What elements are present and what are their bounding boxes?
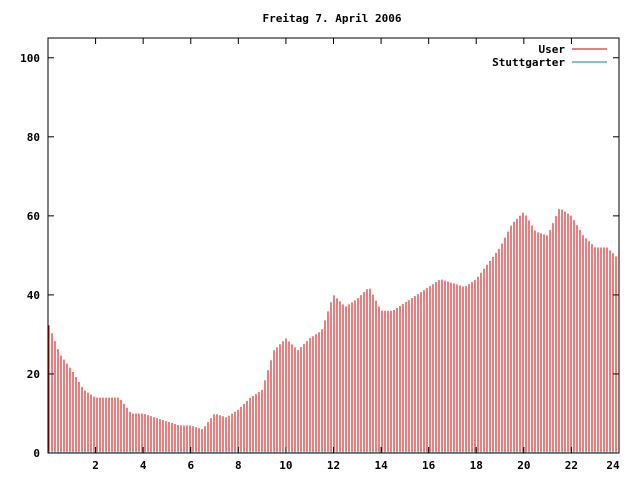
bars-layer [48,209,617,453]
y-tick-label: 60 [27,210,40,223]
x-tick-label: 22 [565,459,578,472]
y-tick-label: 20 [27,368,40,381]
x-tick-label: 24 [606,459,620,472]
x-tick-label: 16 [422,459,436,472]
y-tick-label: 40 [27,289,40,302]
x-tick-label: 8 [235,459,242,472]
chart-title: Freitag 7. April 2006 [262,12,401,25]
y-tick-label: 0 [33,447,40,460]
x-tick-label: 20 [517,459,530,472]
y-tick-label: 80 [27,131,40,144]
legend-label: Stuttgarter [492,56,565,69]
x-tick-label: 2 [92,459,99,472]
x-tick-label: 14 [374,459,388,472]
x-tick-label: 12 [327,459,340,472]
x-tick-label: 6 [187,459,194,472]
x-tick-label: 18 [470,459,483,472]
legend-label: User [539,43,566,56]
series-user [48,209,617,453]
x-tick-label: 4 [140,459,147,472]
x-tick-label: 10 [279,459,292,472]
y-tick-label: 100 [20,52,40,65]
